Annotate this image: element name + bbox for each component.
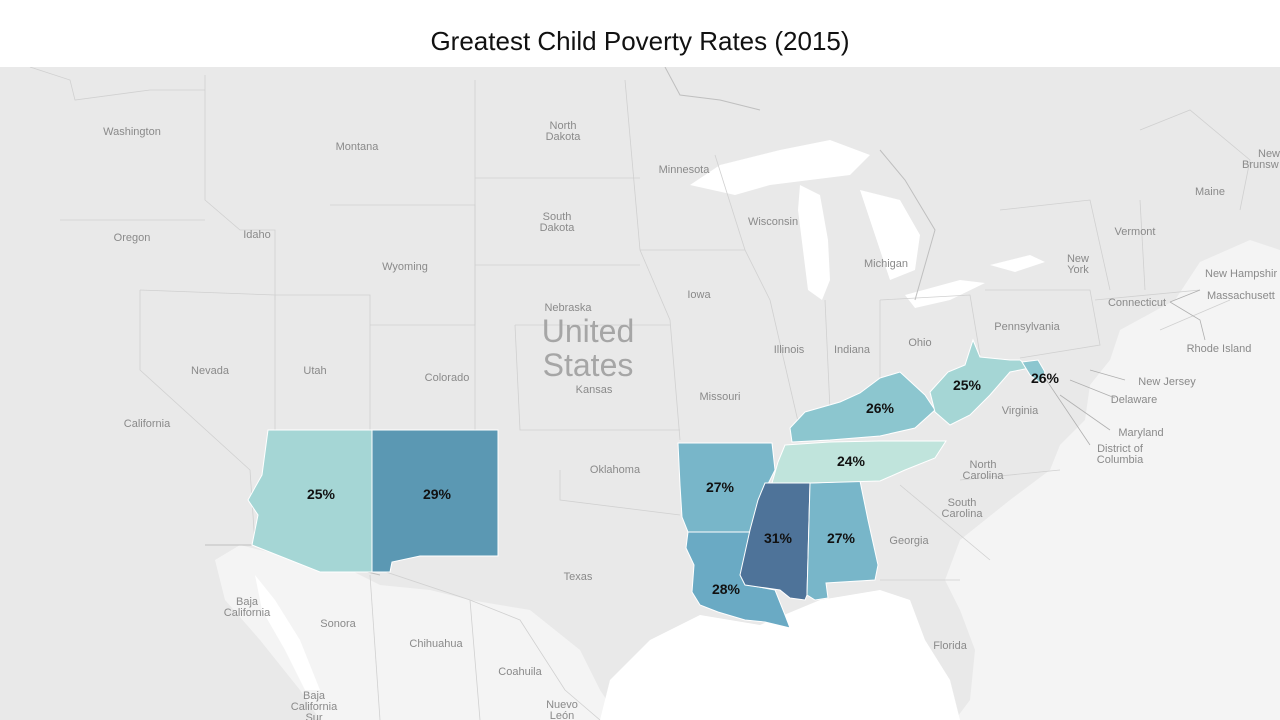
state-district-of-columbia[interactable] <box>1021 359 1046 384</box>
label-oregon: Oregon <box>114 232 151 244</box>
label-colorado: Colorado <box>425 372 470 384</box>
label-sonora: Sonora <box>320 618 356 630</box>
label-new-brunswick-1: New <box>1258 148 1280 160</box>
label-minnesota: Minnesota <box>659 164 711 176</box>
label-coahuila: Coahuila <box>498 666 542 678</box>
label-utah: Utah <box>303 365 326 377</box>
label-new-york-2: York <box>1067 264 1089 276</box>
country-label-line-2: States <box>543 347 634 383</box>
value-label-mississippi: 31% <box>764 530 793 546</box>
label-south-dakota-2: Dakota <box>540 222 576 234</box>
label-south-dakota-1: South <box>543 211 572 223</box>
label-california: California <box>124 418 171 430</box>
lake-superior <box>690 140 870 195</box>
country-label-line-1: United <box>542 313 635 349</box>
label-dc-1: District of <box>1097 443 1144 455</box>
label-maryland: Maryland <box>1118 427 1163 439</box>
value-label-louisiana: 28% <box>712 581 741 597</box>
value-labels: 25% 29% 27% 28% 31% 27% 24% 26% 25% 26% <box>307 370 1060 597</box>
label-indiana: Indiana <box>834 344 871 356</box>
map-title: Greatest Child Poverty Rates (2015) <box>430 26 850 56</box>
value-label-arkansas: 27% <box>706 479 735 495</box>
label-connecticut: Connecticut <box>1108 297 1166 309</box>
label-baja-california-sur-1: Baja <box>303 690 326 702</box>
label-florida: Florida <box>933 640 968 652</box>
label-missouri: Missouri <box>700 391 741 403</box>
label-baja-california-2: California <box>224 607 271 619</box>
value-label-dc: 26% <box>1031 370 1060 386</box>
label-nuevo-leon-1: Nuevo <box>546 699 578 711</box>
label-north-carolina-1: North <box>970 459 997 471</box>
leader-lines <box>1044 289 1206 446</box>
highlighted-states[interactable] <box>247 338 1046 629</box>
label-texas: Texas <box>564 571 593 583</box>
label-montana: Montana <box>336 141 380 153</box>
state-tennessee[interactable] <box>771 440 947 484</box>
label-south-carolina-1: South <box>948 497 977 509</box>
state-borders <box>29 67 1251 720</box>
lake-huron <box>860 190 920 280</box>
lake-ontario <box>990 255 1045 272</box>
label-new-york-1: New <box>1067 253 1089 265</box>
value-label-arizona: 25% <box>307 486 336 502</box>
label-ohio: Ohio <box>908 337 931 349</box>
label-washington: Washington <box>103 126 161 138</box>
label-georgia: Georgia <box>889 535 929 547</box>
us-map[interactable]: Washington Montana North Dakota Minnesot… <box>0 67 1280 720</box>
lake-michigan <box>798 185 830 300</box>
label-nebraska: Nebraska <box>544 302 592 314</box>
value-label-west-virginia: 25% <box>953 377 982 393</box>
label-michigan: Michigan <box>864 258 908 270</box>
label-new-brunswick-2: Brunsw <box>1242 159 1279 171</box>
label-vermont: Vermont <box>1115 226 1156 238</box>
label-new-hampshire: New Hampshir <box>1205 268 1277 280</box>
label-north-dakota-2: Dakota <box>546 131 582 143</box>
label-south-carolina-2: Carolina <box>942 508 984 520</box>
label-maine: Maine <box>1195 186 1225 198</box>
gulf-of-mexico <box>600 590 960 720</box>
label-pennsylvania: Pennsylvania <box>994 321 1060 333</box>
state-kentucky[interactable] <box>789 371 936 443</box>
label-baja-california-sur-2: California <box>291 701 338 713</box>
label-oklahoma: Oklahoma <box>590 464 641 476</box>
label-north-carolina-2: Carolina <box>963 470 1005 482</box>
label-baja-california-1: Baja <box>236 596 259 608</box>
label-wisconsin: Wisconsin <box>748 216 798 228</box>
state-new-mexico[interactable] <box>371 429 499 573</box>
label-illinois: Illinois <box>774 344 805 356</box>
label-north-dakota-1: North <box>550 120 577 132</box>
label-wyoming: Wyoming <box>382 261 428 273</box>
label-nevada: Nevada <box>191 365 230 377</box>
label-virginia: Virginia <box>1002 405 1039 417</box>
label-new-jersey: New Jersey <box>1138 376 1196 388</box>
label-delaware: Delaware <box>1111 394 1157 406</box>
value-label-alabama: 27% <box>827 530 856 546</box>
state-alabama[interactable] <box>806 480 879 601</box>
label-iowa: Iowa <box>687 289 711 301</box>
label-nuevo-leon-2: León <box>550 710 574 720</box>
label-baja-california-sur-3: Sur <box>305 712 322 720</box>
value-label-tennessee: 24% <box>837 453 866 469</box>
value-label-kentucky: 26% <box>866 400 895 416</box>
label-rhode-island: Rhode Island <box>1187 343 1252 355</box>
label-massachusetts: Massachusett <box>1207 290 1275 302</box>
label-idaho: Idaho <box>243 229 271 241</box>
label-chihuahua: Chihuahua <box>409 638 463 650</box>
label-dc-2: Columbia <box>1097 454 1144 466</box>
label-kansas: Kansas <box>576 384 613 396</box>
value-label-new-mexico: 29% <box>423 486 452 502</box>
lake-erie <box>905 280 985 308</box>
gulf-of-california <box>255 575 320 690</box>
basemap-labels: Washington Montana North Dakota Minnesot… <box>103 120 1280 720</box>
